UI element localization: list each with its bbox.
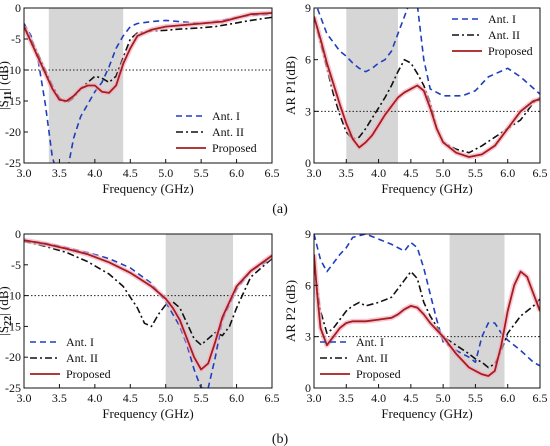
chart-panel-1: 3.0 3.5 4.0 4.5 5.0 5.5 6.0 6.5 0 -5 -10 -15 -20 -25 F… bbox=[0, 1, 280, 196]
x-axis-label: Frequency (GHz) bbox=[381, 406, 472, 421]
y-axis-label: |S11| (dB) bbox=[0, 61, 14, 110]
x-tick-label: 6.5 bbox=[533, 166, 548, 180]
y-axis-label-pre: |S bbox=[0, 100, 11, 110]
x-tick-label: 3.0 bbox=[17, 166, 32, 180]
x-tick-label: 4.0 bbox=[87, 166, 102, 180]
x-tick-label: 5.0 bbox=[436, 166, 451, 180]
x-tick-label: 6.0 bbox=[500, 166, 515, 180]
x-axis-label: Frequency (GHz) bbox=[381, 181, 472, 196]
y-axis-label-sub: 11 bbox=[3, 91, 14, 100]
plot-frame bbox=[23, 7, 273, 164]
y-tick-label: 9 bbox=[305, 227, 311, 241]
chart-panel-3: 3.0 3.5 4.0 4.5 5.0 5.5 6.0 6.5 0 -5 -10 -15 -20 -25 F… bbox=[0, 227, 280, 421]
legend-label: Ant. I bbox=[66, 335, 94, 349]
x-tick-label: 5.5 bbox=[194, 391, 209, 405]
series-line-proposed bbox=[314, 16, 540, 158]
y-tick-label: 6 bbox=[305, 53, 311, 67]
series-line-ant-i bbox=[314, 234, 540, 367]
y-tick-label: -10 bbox=[5, 63, 21, 77]
x-tick-label: 3.0 bbox=[17, 391, 32, 405]
series-line-proposed bbox=[314, 254, 540, 377]
y-axis-label: AR P2 (dB) bbox=[283, 280, 298, 342]
x-tick-label: 3.0 bbox=[307, 166, 322, 180]
x-tick-label: 5.0 bbox=[158, 391, 173, 405]
caption-b: (b) bbox=[272, 432, 289, 446]
y-axis-label-post: | (dB) bbox=[0, 61, 11, 91]
series-line-proposed bbox=[24, 239, 272, 371]
y-axis-label: AR P1(dB) bbox=[283, 56, 298, 115]
x-tick-label: 5.0 bbox=[436, 391, 451, 405]
series-line-glow bbox=[24, 237, 272, 372]
y-tick-label: -20 bbox=[5, 350, 21, 364]
series-line-ant-i bbox=[316, 8, 540, 97]
x-tick-label: 6.5 bbox=[533, 391, 548, 405]
x-tick-label: 3.5 bbox=[52, 391, 67, 405]
legend-label: Proposed bbox=[488, 44, 533, 58]
x-tick-label: 4.5 bbox=[123, 166, 138, 180]
y-axis-label: |S22| (dB) bbox=[0, 286, 14, 336]
legend-label: Ant. I bbox=[356, 335, 384, 349]
x-tick-label: 5.5 bbox=[468, 391, 483, 405]
y-tick-label: -5 bbox=[11, 258, 21, 272]
x-tick-label: 4.5 bbox=[123, 391, 138, 405]
legend-label: Ant. II bbox=[66, 351, 98, 365]
y-tick-label: 3 bbox=[305, 104, 311, 118]
series-line-ant-i bbox=[24, 239, 272, 388]
x-axis-label: Frequency (GHz) bbox=[102, 406, 193, 421]
series-line-ant-i bbox=[24, 13, 272, 163]
y-tick-label: -15 bbox=[5, 94, 21, 108]
y-axis-label-sub: 22 bbox=[3, 316, 14, 326]
y-axis-label-pre: |S bbox=[0, 326, 11, 336]
series-line-ant-ii bbox=[314, 16, 540, 154]
chart-panel-2: 3.0 3.5 4.0 4.5 5.0 5.5 6.0 6.5 9 6 3 0 Frequency (G… bbox=[283, 1, 548, 196]
x-tick-label: 3.5 bbox=[52, 166, 67, 180]
y-tick-label: 0 bbox=[15, 227, 21, 241]
x-tick-label: 6.0 bbox=[229, 166, 244, 180]
x-tick-label: 4.5 bbox=[403, 166, 418, 180]
plot-frame bbox=[313, 7, 541, 164]
y-tick-label: 0 bbox=[305, 156, 311, 170]
legend-label: Proposed bbox=[212, 141, 257, 155]
x-tick-label: 6.0 bbox=[229, 391, 244, 405]
legend-label: Proposed bbox=[356, 367, 401, 381]
x-tick-label: 3.5 bbox=[339, 391, 354, 405]
legend-label: Ant. I bbox=[212, 109, 240, 123]
y-tick-label: -25 bbox=[5, 381, 21, 395]
chart-panel-4: 3.0 3.5 4.0 4.5 5.0 5.5 6.0 6.5 9 6 3 0 Frequency (G… bbox=[283, 227, 548, 421]
series-line-proposed bbox=[24, 12, 272, 102]
x-tick-label: 6.0 bbox=[500, 391, 515, 405]
y-tick-label: -20 bbox=[5, 125, 21, 139]
x-tick-label: 4.0 bbox=[371, 391, 386, 405]
caption-a: (a) bbox=[272, 202, 288, 217]
x-tick-label: 4.0 bbox=[371, 166, 386, 180]
x-tick-label: 5.0 bbox=[158, 166, 173, 180]
y-tick-label: -5 bbox=[11, 32, 21, 46]
x-tick-label: 3.0 bbox=[307, 391, 322, 405]
legend-label: Ant. II bbox=[356, 351, 388, 365]
legend-label: Ant. II bbox=[488, 28, 520, 42]
y-tick-label: -15 bbox=[5, 319, 21, 333]
plot-frame bbox=[23, 233, 273, 389]
x-tick-label: 6.5 bbox=[265, 166, 280, 180]
y-tick-label: -10 bbox=[5, 289, 21, 303]
x-tick-label: 3.5 bbox=[339, 166, 354, 180]
y-tick-label: 6 bbox=[305, 278, 311, 292]
x-axis-label: Frequency (GHz) bbox=[102, 181, 193, 196]
x-tick-label: 5.5 bbox=[194, 166, 209, 180]
legend-label: Proposed bbox=[66, 367, 111, 381]
y-axis-label-post: | (dB) bbox=[0, 286, 11, 316]
x-tick-label: 4.0 bbox=[87, 391, 102, 405]
y-tick-label: 9 bbox=[305, 1, 311, 15]
y-tick-label: 3 bbox=[305, 330, 311, 344]
x-tick-label: 5.5 bbox=[468, 166, 483, 180]
x-tick-label: 6.5 bbox=[265, 391, 280, 405]
y-tick-label: 0 bbox=[305, 381, 311, 395]
legend-label: Ant. I bbox=[488, 12, 516, 26]
plot-frame bbox=[313, 233, 541, 389]
x-tick-label: 4.5 bbox=[403, 391, 418, 405]
legend-label: Ant. II bbox=[212, 125, 244, 139]
y-tick-label: -25 bbox=[5, 156, 21, 170]
y-tick-label: 0 bbox=[15, 1, 21, 15]
